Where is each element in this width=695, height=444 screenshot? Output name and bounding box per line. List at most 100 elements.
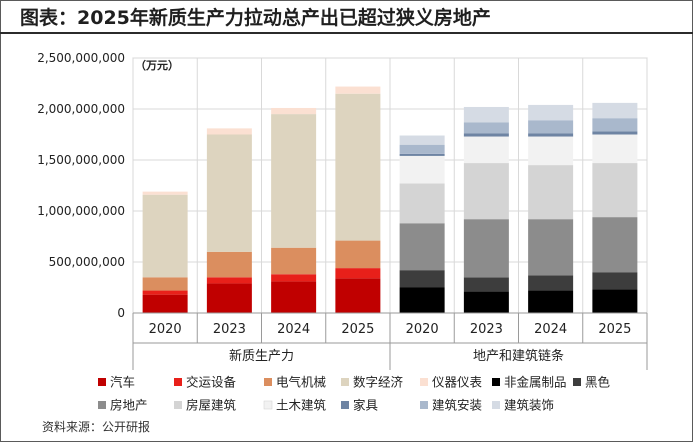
bar-segment [399,223,445,271]
bar-segment [399,153,445,156]
bar-segment [463,133,509,137]
bar-segment [399,155,445,184]
x-tick-label: 2023 [470,322,503,337]
legend-swatch [263,400,273,410]
bar-segment [142,277,188,291]
bar-segment [528,136,574,166]
bar-segment [271,274,317,282]
bar-segment [335,268,381,279]
x-tick-label: 2024 [534,322,567,337]
group-label: 地产和建筑链条 [473,348,564,364]
legend-swatch [573,378,581,386]
bar-segment [463,163,509,220]
x-tick-label: 2023 [213,322,246,337]
y-tick-label: 500,000,000 [49,255,125,269]
bar-segment [335,240,381,269]
legend-label: 土木建筑 [276,398,327,413]
bar-segment [271,107,317,115]
y-tick-label: 2,500,000,000 [37,51,125,65]
bar-segment [142,194,188,278]
legend-swatch [174,378,182,386]
bar-segment [528,219,574,276]
chart-title: 图表：2025年新质生产力拉动总产出已超过狭义房地产 [20,7,491,29]
bar-segment [528,133,574,137]
bar-segment [463,291,509,313]
bar-segment [271,247,317,275]
legend-swatch [420,378,428,386]
bar-segment [463,277,509,292]
bar-segment [399,270,445,288]
bar-segment [592,131,638,135]
bar-segment [271,281,317,313]
bar-segment [528,290,574,313]
bar-segment [335,278,381,313]
legend-swatch [174,401,182,409]
y-tick-label: 1,500,000,000 [37,153,125,167]
y-tick-label: 2,000,000,000 [37,102,125,116]
x-tick-label: 2020 [149,322,182,337]
bar-segment [592,217,638,273]
source-note: 资料来源：公开研报 [42,420,151,434]
legend-label: 汽车 [110,375,135,390]
bar-segment [206,277,252,284]
bar-segment [399,135,445,145]
legend-label: 建筑安装 [432,398,482,413]
y-axis-unit-label: （万元） [135,59,179,72]
bar-segment [206,251,252,278]
legend-label: 交运设备 [186,375,237,390]
legend-swatch [264,378,272,386]
bar-segment [463,136,509,164]
bar-segment [206,134,252,252]
bar-segment [528,165,574,220]
legend-label: 家具 [353,398,379,413]
x-tick-label: 2020 [406,322,439,337]
title-bar: 图表：2025年新质生产力拉动总产出已超过狭义房地产 [0,0,695,30]
legend-swatch [98,401,106,409]
bar-segment [528,120,574,134]
legend-label: 非金属制品 [504,375,567,390]
legend-swatch [98,378,106,386]
group-label: 新质生产力 [229,348,294,364]
legend-swatch [492,378,500,386]
legend-label: 房屋建筑 [186,398,237,413]
legend-label: 仪器仪表 [432,375,483,390]
bar-segment [592,163,638,218]
bar-segment [399,183,445,224]
legend-label: 数字经济 [353,375,404,390]
bar-segment [592,272,638,290]
legend-label: 黑色 [585,375,611,390]
y-tick-label: 1,000,000,000 [37,204,125,218]
bar-segment [592,134,638,164]
bar-segment [271,114,317,248]
bar-segment [528,104,574,121]
legend-label: 建筑装饰 [504,398,554,413]
bar-segment [206,283,252,313]
bar-segment [206,128,252,135]
bar-segment [142,191,188,195]
legend-swatch [420,401,428,409]
bar-segment [463,106,509,123]
bar-segment [463,219,509,278]
x-tick-label: 2025 [341,322,374,337]
bar-segment [528,275,574,291]
bar-segment [592,289,638,313]
bar-segment [399,287,445,313]
legend-label: 电气机械 [276,375,327,390]
legend-swatch [341,378,349,386]
x-tick-label: 2024 [277,322,310,337]
title-divider [0,32,693,34]
bar-segment [463,122,509,134]
x-tick-label: 2025 [598,322,631,337]
bar-segment [592,118,638,132]
legend-swatch [341,401,349,409]
legend-label: 房地产 [110,398,148,413]
bar-segment [142,290,188,295]
bar-segment [335,86,381,94]
y-tick-label: 0 [117,306,125,320]
bar-segment [399,144,445,154]
legend-swatch [492,401,500,409]
bar-segment [335,93,381,241]
bar-segment [142,294,188,313]
